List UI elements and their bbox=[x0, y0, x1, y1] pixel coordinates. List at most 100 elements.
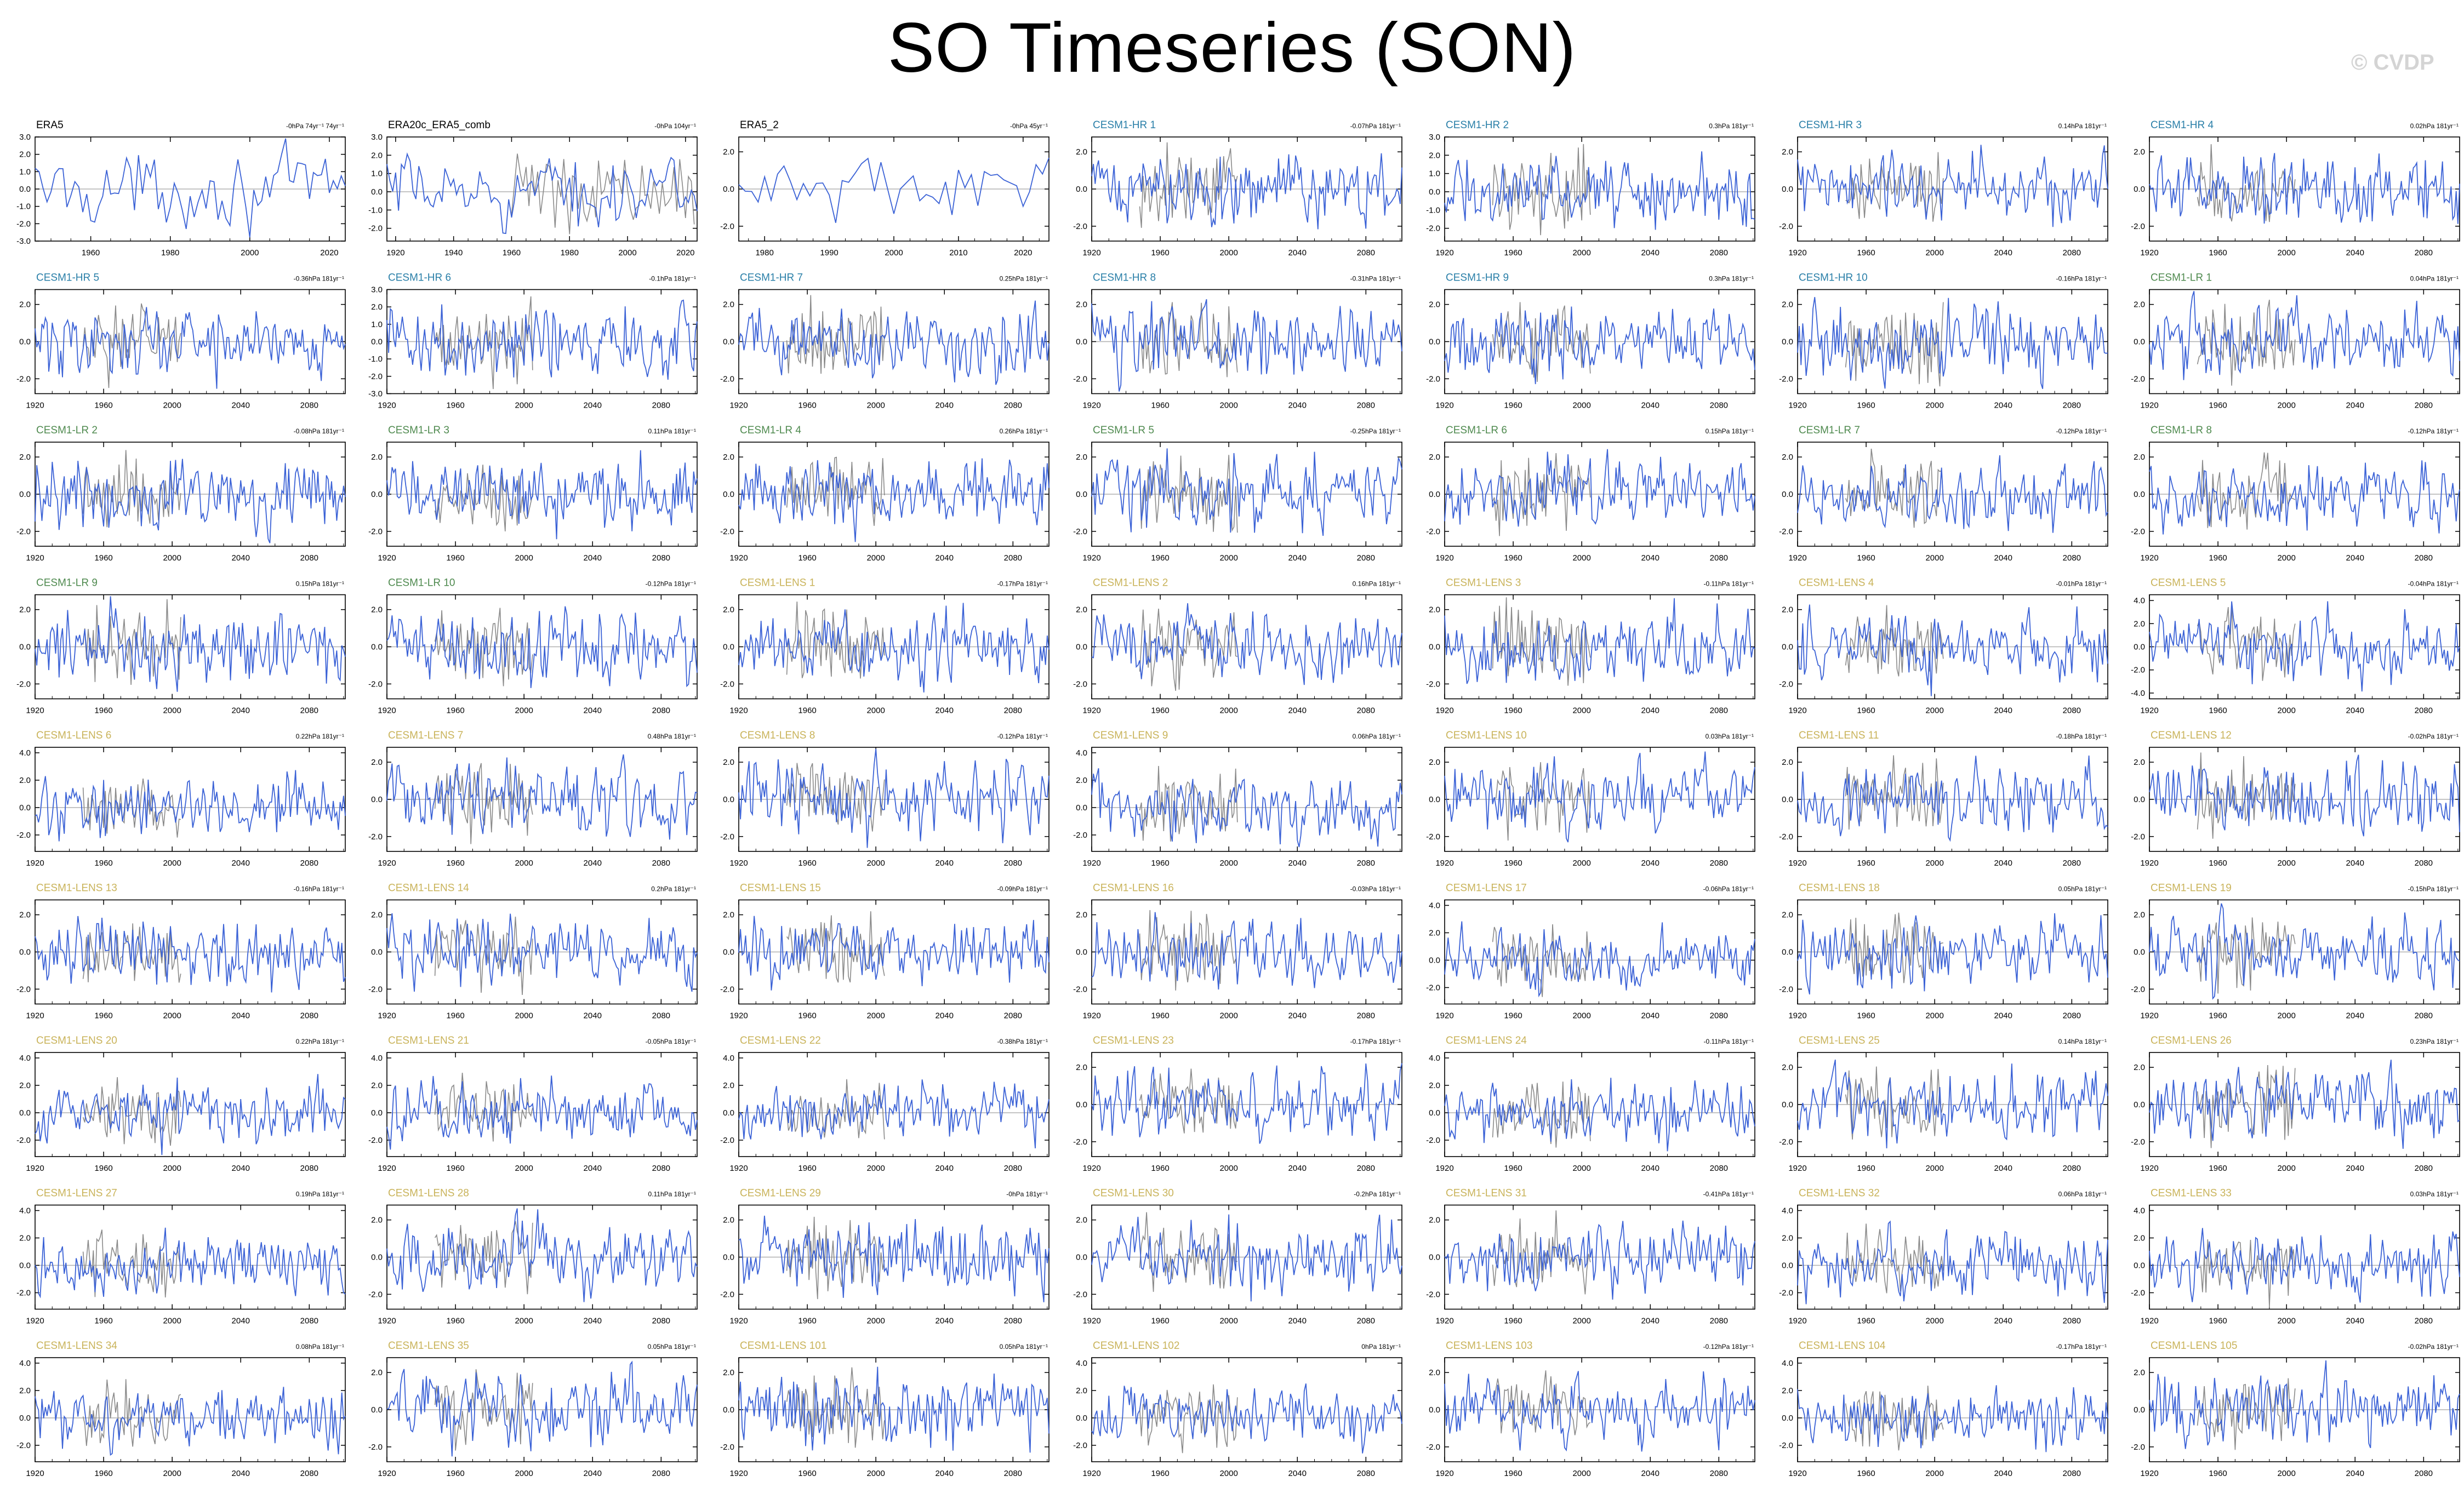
obs-overlay-line bbox=[1139, 1212, 1238, 1292]
panel: CESM1-LENS 19 -0.15hPa 181yr⁻¹ 2.0 0.0 -2.0 1… bbox=[2131, 883, 2460, 1021]
y-tick-label: 1.0 bbox=[371, 320, 383, 329]
panel-trend-label: 0.16hPa 181yr⁻¹ bbox=[1353, 580, 1401, 588]
y-tick-label: 0.0 bbox=[371, 795, 383, 804]
y-tick-label: 2.0 bbox=[2134, 453, 2145, 462]
panel-trend-label: 0.11hPa 181yr⁻¹ bbox=[648, 427, 697, 435]
x-tick-label: 1920 bbox=[26, 1011, 44, 1021]
x-tick-label: 1960 bbox=[1151, 1469, 1169, 1478]
x-tick-label: 1920 bbox=[1082, 706, 1100, 716]
x-tick-label: 2080 bbox=[1357, 1317, 1375, 1326]
y-tick-label: 0.0 bbox=[1782, 490, 1793, 499]
x-tick-label: 1960 bbox=[2209, 1164, 2227, 1173]
panel: CESM1-LENS 3 -0.11hPa 181yr⁻¹ 2.0 0.0 -2.0 19… bbox=[1426, 577, 1755, 716]
x-tick-label: 2040 bbox=[584, 1469, 602, 1478]
x-tick-label: 1920 bbox=[378, 1011, 396, 1021]
panel-trend-label: 0.05hPa 181yr⁻¹ bbox=[2058, 885, 2107, 893]
panel-title: CESM1-LENS 31 bbox=[1446, 1188, 1527, 1199]
panel-trend-label: -0.16hPa 181yr⁻¹ bbox=[2056, 275, 2107, 283]
x-tick-label: 2040 bbox=[1641, 1164, 1659, 1173]
y-tick-label: 0.0 bbox=[371, 187, 383, 197]
x-tick-label: 2000 bbox=[2277, 553, 2295, 563]
x-tick-label: 1920 bbox=[1435, 553, 1453, 563]
x-tick-label: 2000 bbox=[2277, 1469, 2295, 1478]
panel: ERA20c_ERA5_comb -0hPa 104yr⁻¹ 3.0 2.0 1.0 0.… bbox=[368, 119, 698, 258]
panel-title: CESM1-HR 3 bbox=[1799, 119, 1862, 131]
x-tick-label: 1960 bbox=[1857, 248, 1875, 258]
panel-title: CESM1-LENS 30 bbox=[1093, 1188, 1174, 1199]
panel-trend-label: -0.06hPa 181yr⁻¹ bbox=[1703, 885, 1754, 893]
obs-overlay-line bbox=[1492, 597, 1591, 686]
x-tick-label: 2080 bbox=[652, 1164, 670, 1173]
x-tick-label: 2080 bbox=[2415, 1011, 2433, 1021]
panel-frame bbox=[35, 1204, 346, 1310]
x-tick-label: 1920 bbox=[1788, 401, 1806, 410]
panel-trend-label: -0.01hPa 181yr⁻¹ bbox=[2056, 580, 2107, 588]
y-tick-label: 2.0 bbox=[371, 302, 383, 312]
x-tick-label: 2000 bbox=[163, 859, 181, 868]
x-tick-label: 1960 bbox=[1857, 859, 1875, 868]
y-tick-label: 4.0 bbox=[1429, 1054, 1440, 1063]
x-tick-label: 1920 bbox=[1435, 706, 1453, 716]
obs-overlay-line bbox=[434, 1369, 533, 1451]
y-tick-label: 2.0 bbox=[371, 1081, 383, 1090]
y-tick-label: 0.0 bbox=[2134, 337, 2145, 347]
panel-frame bbox=[1797, 1357, 2108, 1462]
x-tick-label: 1920 bbox=[26, 1317, 44, 1326]
x-tick-label: 2040 bbox=[936, 859, 954, 868]
y-tick-label: 0.0 bbox=[19, 1261, 31, 1271]
y-tick-label: 2.0 bbox=[371, 911, 383, 920]
x-tick-label: 2040 bbox=[584, 401, 602, 410]
panel-trend-label: -0.16hPa 181yr⁻¹ bbox=[294, 885, 344, 893]
panel-trend-label: -0.11hPa 181yr⁻¹ bbox=[1704, 580, 1754, 588]
x-tick-label: 2040 bbox=[1994, 859, 2012, 868]
x-tick-label: 2000 bbox=[866, 1011, 885, 1021]
x-tick-label: 2000 bbox=[241, 248, 259, 258]
y-tick-label: -2.0 bbox=[2131, 222, 2145, 231]
x-tick-label: 1960 bbox=[446, 1469, 464, 1478]
x-tick-label: 2080 bbox=[300, 1469, 318, 1478]
x-tick-label: 1960 bbox=[1857, 706, 1875, 716]
y-tick-label: 0.0 bbox=[19, 185, 31, 194]
x-tick-label: 2000 bbox=[2277, 401, 2295, 410]
y-tick-label: -4.0 bbox=[2131, 689, 2145, 698]
x-tick-label: 2080 bbox=[300, 401, 318, 410]
x-tick-label: 2000 bbox=[1219, 1317, 1237, 1326]
y-tick-label: 0.0 bbox=[1782, 1261, 1793, 1271]
x-tick-label: 2040 bbox=[584, 1317, 602, 1326]
x-tick-label: 1960 bbox=[1151, 706, 1169, 716]
x-tick-label: 2000 bbox=[1925, 1164, 1943, 1173]
panel-trend-label: 0.3hPa 181yr⁻¹ bbox=[1709, 275, 1754, 283]
y-tick-label: -2.0 bbox=[16, 1289, 31, 1298]
obs-overlay-line bbox=[1139, 910, 1238, 991]
panel: CESM1-LENS 33 0.03hPa 181yr⁻¹ 4.0 2.0 0.0 -2.… bbox=[2131, 1188, 2460, 1326]
panel-trend-label: 0.15hPa 181yr⁻¹ bbox=[296, 580, 344, 588]
x-tick-label: 2040 bbox=[1288, 1011, 1307, 1021]
panel-trend-label: 0.06hPa 181yr⁻¹ bbox=[1353, 733, 1401, 740]
x-tick-label: 1960 bbox=[446, 706, 464, 716]
x-tick-label: 2000 bbox=[1572, 1011, 1590, 1021]
panel-trend-label: 0.08hPa 181yr⁻¹ bbox=[296, 1343, 344, 1351]
series-line bbox=[386, 299, 698, 380]
y-tick-label: -2.0 bbox=[16, 527, 31, 536]
x-tick-label: 2080 bbox=[2063, 706, 2081, 716]
y-tick-label: -2.0 bbox=[16, 679, 31, 689]
obs-overlay-line bbox=[1845, 448, 1944, 528]
y-tick-label: 0.0 bbox=[2134, 948, 2145, 957]
panel-title: CESM1-LENS 17 bbox=[1446, 883, 1527, 894]
x-tick-label: 2000 bbox=[1925, 553, 1943, 563]
panel-title: CESM1-LENS 3 bbox=[1446, 577, 1521, 589]
panel: CESM1-LR 4 0.26hPa 181yr⁻¹ 2.0 0.0 -2.0 1920 1… bbox=[720, 425, 1050, 563]
panel-title: CESM1-LENS 10 bbox=[1446, 730, 1527, 741]
x-tick-label: 2000 bbox=[2277, 1317, 2295, 1326]
x-tick-label: 2040 bbox=[1994, 248, 2012, 258]
y-tick-label: 0.0 bbox=[723, 1253, 734, 1262]
panel-title: CESM1-LR 10 bbox=[388, 577, 455, 589]
x-tick-label: 2040 bbox=[1288, 553, 1307, 563]
x-tick-label: 2080 bbox=[1004, 706, 1022, 716]
x-tick-label: 1920 bbox=[26, 1164, 44, 1173]
panel-title: CESM1-LENS 12 bbox=[2151, 730, 2232, 741]
obs-overlay-line bbox=[2197, 1065, 2296, 1148]
x-tick-label: 1960 bbox=[82, 248, 100, 258]
obs-overlay-line bbox=[1492, 144, 1591, 236]
x-tick-label: 2000 bbox=[163, 1469, 181, 1478]
